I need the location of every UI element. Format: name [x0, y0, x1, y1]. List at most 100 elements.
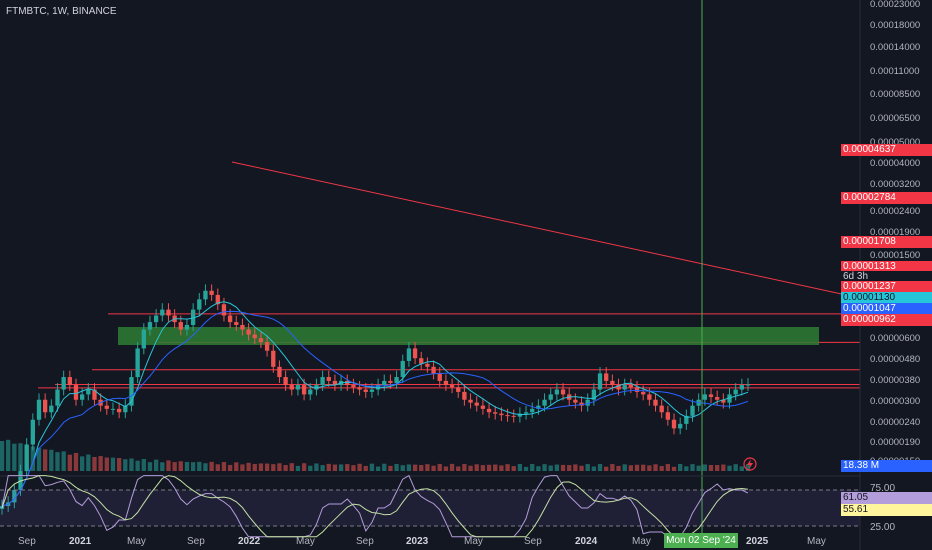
volume-bar [67, 454, 72, 471]
support-zone [118, 327, 819, 345]
candle [203, 284, 208, 306]
candle [548, 388, 553, 406]
rsi-ma-line [1, 475, 749, 538]
price-tag: 0.00001708 [841, 236, 932, 248]
candle [585, 393, 590, 412]
candle [653, 393, 658, 412]
candle [197, 293, 202, 316]
candle [123, 399, 128, 419]
candle [678, 417, 683, 435]
time-label: Sep [524, 536, 542, 547]
candle [684, 409, 689, 430]
volume-bar [406, 464, 412, 471]
volume-bar [641, 464, 646, 471]
candle [30, 413, 35, 451]
volume-bar [49, 449, 54, 471]
volume-bar [585, 464, 590, 471]
candle [86, 383, 91, 401]
candle [511, 409, 516, 423]
volume-bar [499, 465, 504, 471]
volume-bar [351, 465, 356, 471]
volume-bar [92, 457, 97, 471]
volume-bar [696, 465, 701, 471]
candle [141, 323, 146, 355]
candle [332, 374, 338, 391]
price-label: 0.00000480 [870, 354, 921, 365]
time-label: 2023 [406, 536, 429, 547]
candle [419, 351, 424, 370]
volume-bar [147, 462, 153, 471]
volume-bar [388, 465, 393, 471]
candle [739, 378, 744, 396]
volume-bar [542, 464, 547, 471]
volume-bar [301, 463, 307, 471]
candle [166, 303, 171, 322]
candle [49, 399, 54, 419]
candle [42, 393, 48, 419]
volume-bar [665, 464, 671, 471]
candle [745, 378, 751, 391]
candle [493, 405, 498, 420]
rsi-band [0, 490, 860, 526]
time-label: 2022 [238, 536, 261, 547]
candle [326, 370, 331, 387]
volume-bar [579, 465, 584, 471]
volume-bar [320, 465, 325, 471]
candle [314, 378, 319, 396]
candle [690, 399, 695, 422]
candle [412, 342, 418, 365]
volume-bar [721, 464, 726, 471]
volume-bar [684, 466, 689, 471]
candle [431, 360, 436, 380]
candle [116, 402, 122, 419]
volume-bar [610, 464, 615, 471]
candle [36, 393, 42, 426]
volume-bar [0, 441, 5, 471]
price-label: 0.00014000 [870, 42, 921, 53]
trendline [231, 161, 861, 299]
price-label: 0.00005000 [870, 137, 921, 148]
crosshair-time-label: Mon 02 Sep '24 [664, 533, 738, 548]
price-label: 0.00004000 [870, 158, 921, 169]
volume-bar [462, 463, 467, 471]
price-tag: 0.00004637 [841, 144, 932, 156]
price-label: 0.00000190 [870, 437, 921, 448]
price-label: 0.00006500 [870, 113, 921, 124]
candle [468, 393, 473, 409]
volume-bar [425, 464, 430, 471]
volume-bar [536, 466, 541, 471]
price-label: 0.00000600 [870, 333, 921, 344]
volume-bar [178, 461, 183, 471]
volume-bar [209, 461, 214, 471]
volume-bar [493, 464, 498, 471]
volume-bar [129, 458, 134, 471]
time-label: 2021 [69, 536, 92, 547]
volume-bar [30, 446, 35, 471]
candle [449, 378, 455, 394]
candle [24, 438, 29, 477]
lightning-icon[interactable] [743, 457, 757, 471]
volume-bar [659, 466, 664, 471]
volume-bar [345, 464, 350, 471]
volume-bar [42, 449, 48, 471]
time-label: May [296, 536, 315, 547]
time-label: May [807, 536, 826, 547]
volume-bar [332, 464, 338, 471]
volume-bar [597, 463, 603, 471]
volume-bar [567, 465, 572, 471]
time-label: Sep [356, 536, 374, 547]
volume-bar [197, 461, 202, 471]
time-label: May [632, 536, 651, 547]
volume-bar [264, 463, 270, 471]
volume-bar [375, 466, 381, 471]
volume-bar [653, 464, 658, 471]
volume-bar [160, 462, 165, 471]
candle [394, 370, 399, 389]
price-label: 0.00000380 [870, 375, 921, 386]
volume-bar [530, 463, 535, 471]
volume-bar [363, 465, 368, 471]
candle [474, 396, 479, 412]
time-label: 2024 [575, 536, 598, 547]
